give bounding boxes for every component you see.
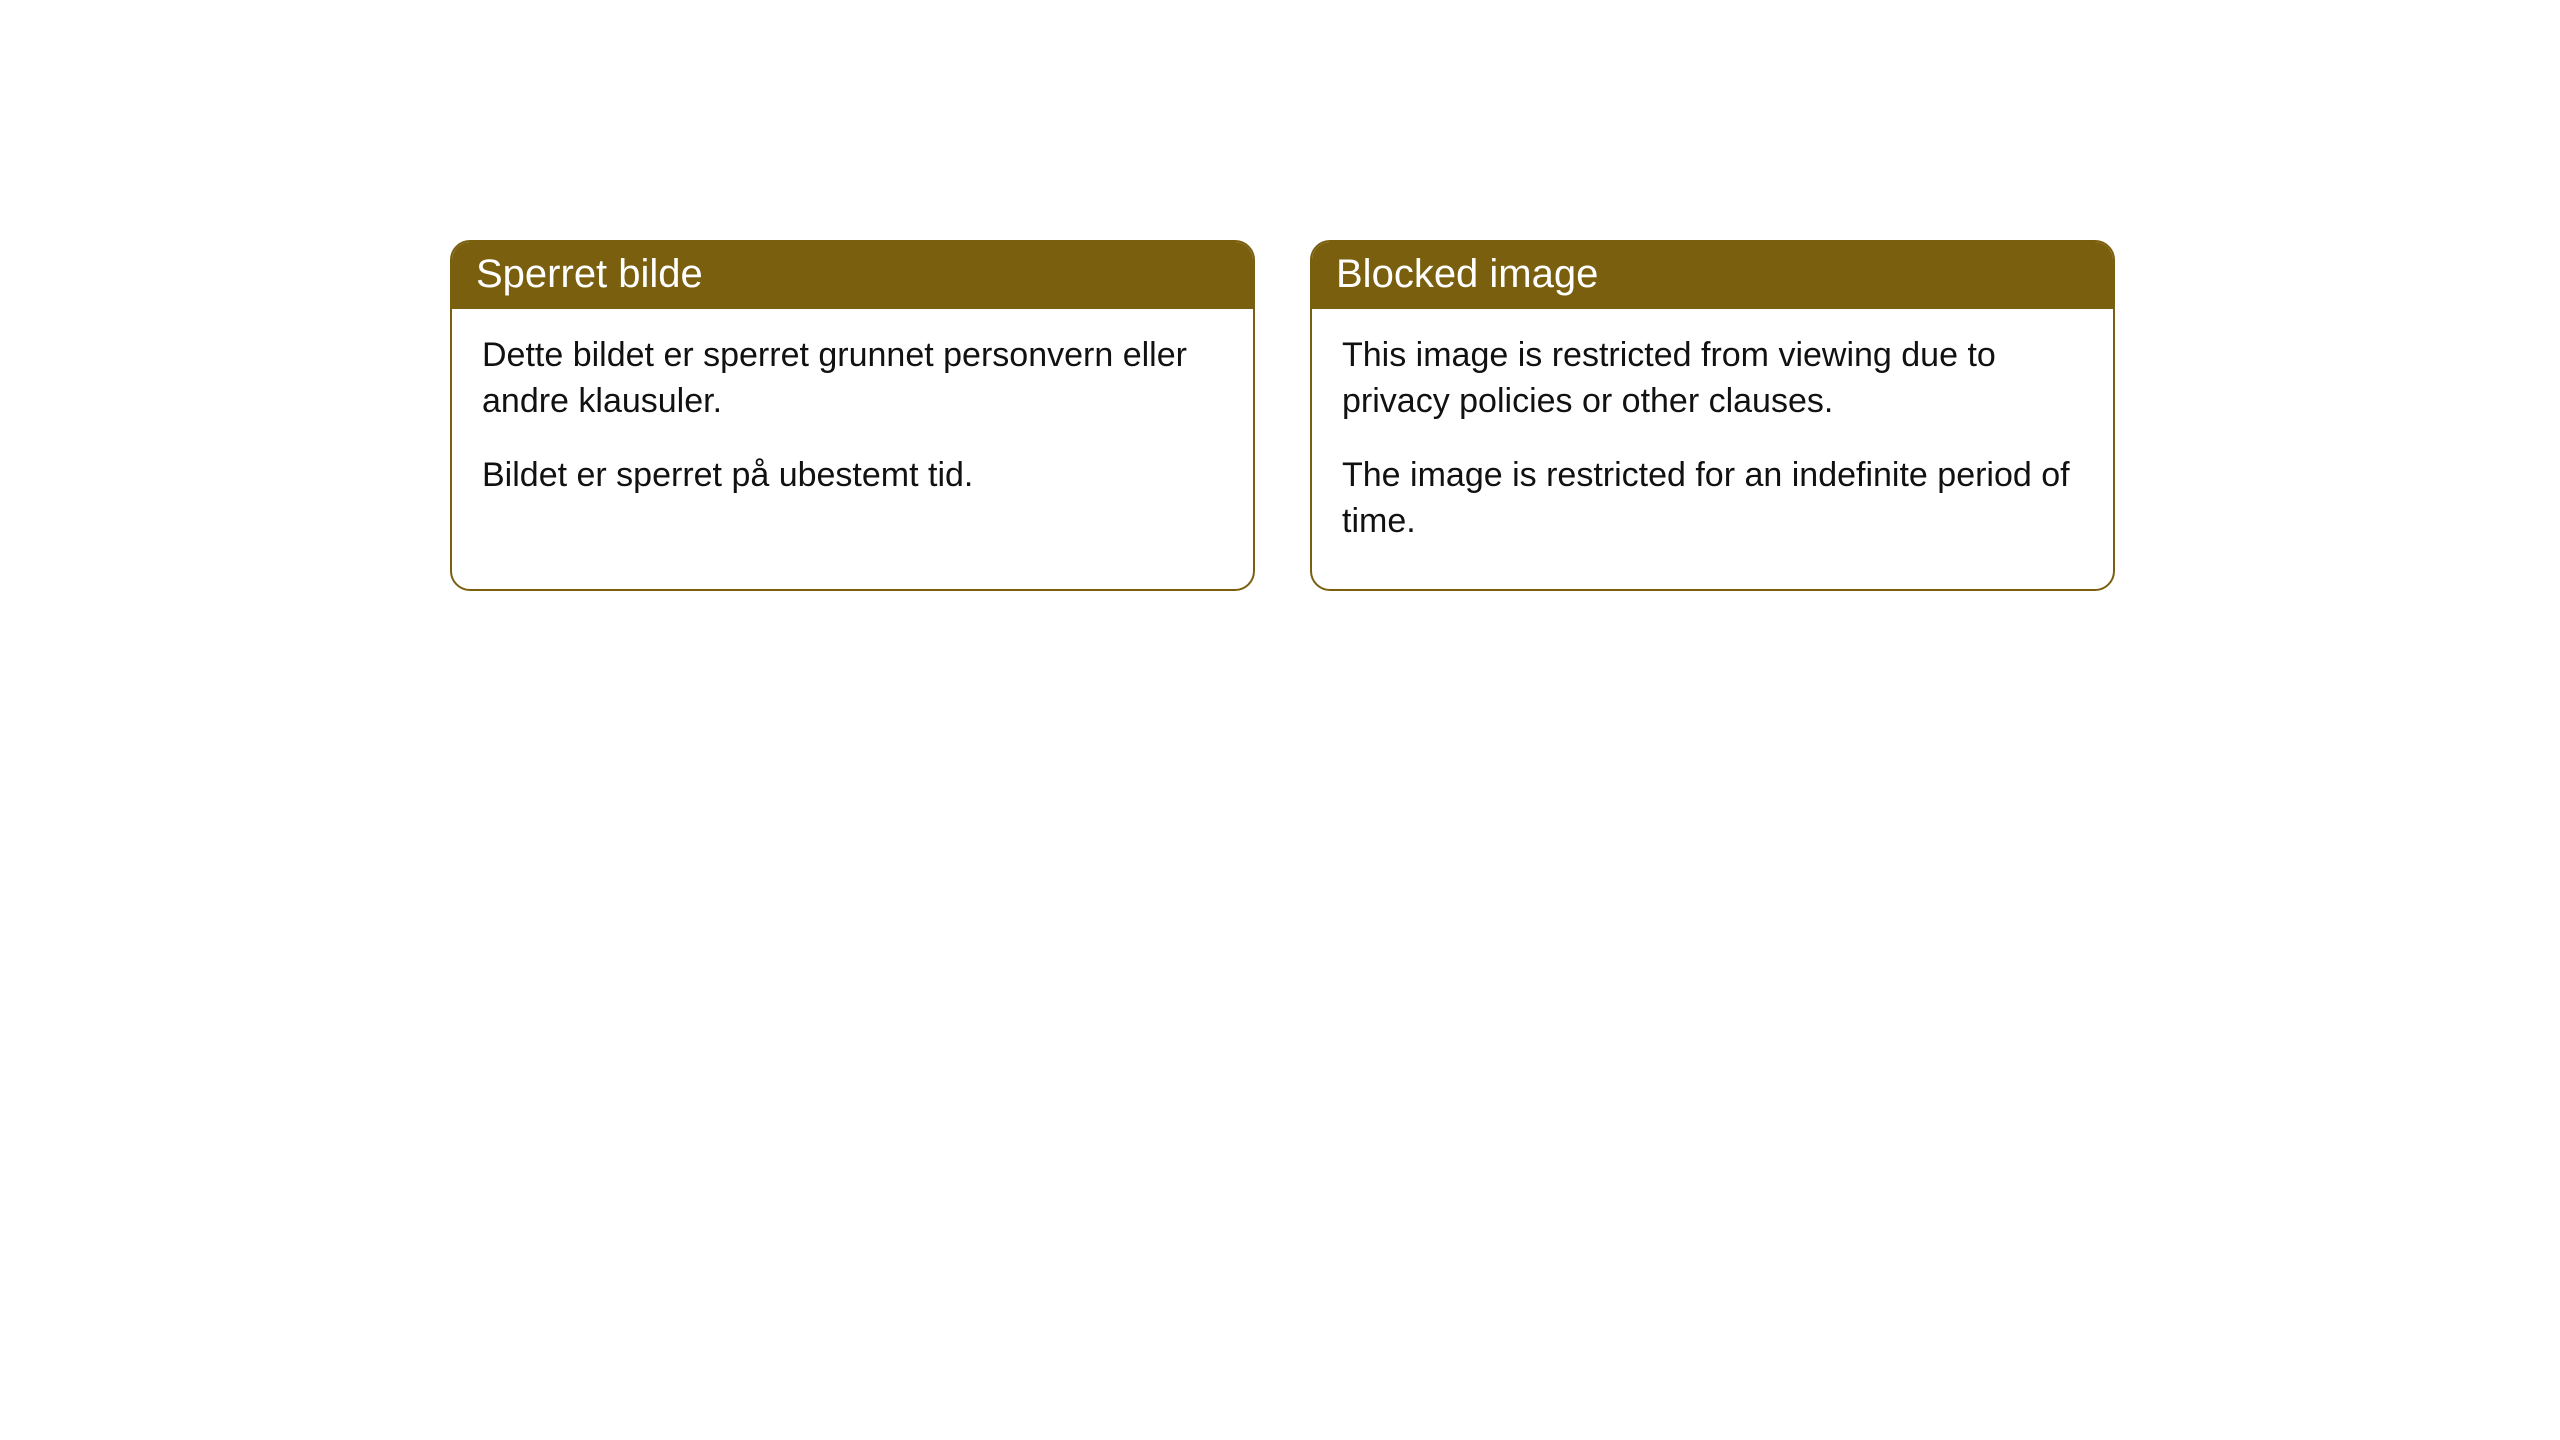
cards-container: Sperret bilde Dette bildet er sperret gr… — [450, 240, 2560, 591]
card-paragraph: Bildet er sperret på ubestemt tid. — [482, 453, 1223, 499]
card-paragraph: Dette bildet er sperret grunnet personve… — [482, 333, 1223, 425]
blocked-image-card-no: Sperret bilde Dette bildet er sperret gr… — [450, 240, 1255, 591]
card-paragraph: The image is restricted for an indefinit… — [1342, 453, 2083, 545]
card-body: Dette bildet er sperret grunnet personve… — [452, 309, 1253, 543]
card-title: Blocked image — [1336, 252, 1598, 296]
card-header: Blocked image — [1312, 242, 2113, 309]
card-title: Sperret bilde — [476, 252, 703, 296]
card-header: Sperret bilde — [452, 242, 1253, 309]
blocked-image-card-en: Blocked image This image is restricted f… — [1310, 240, 2115, 591]
card-body: This image is restricted from viewing du… — [1312, 309, 2113, 589]
card-paragraph: This image is restricted from viewing du… — [1342, 333, 2083, 425]
